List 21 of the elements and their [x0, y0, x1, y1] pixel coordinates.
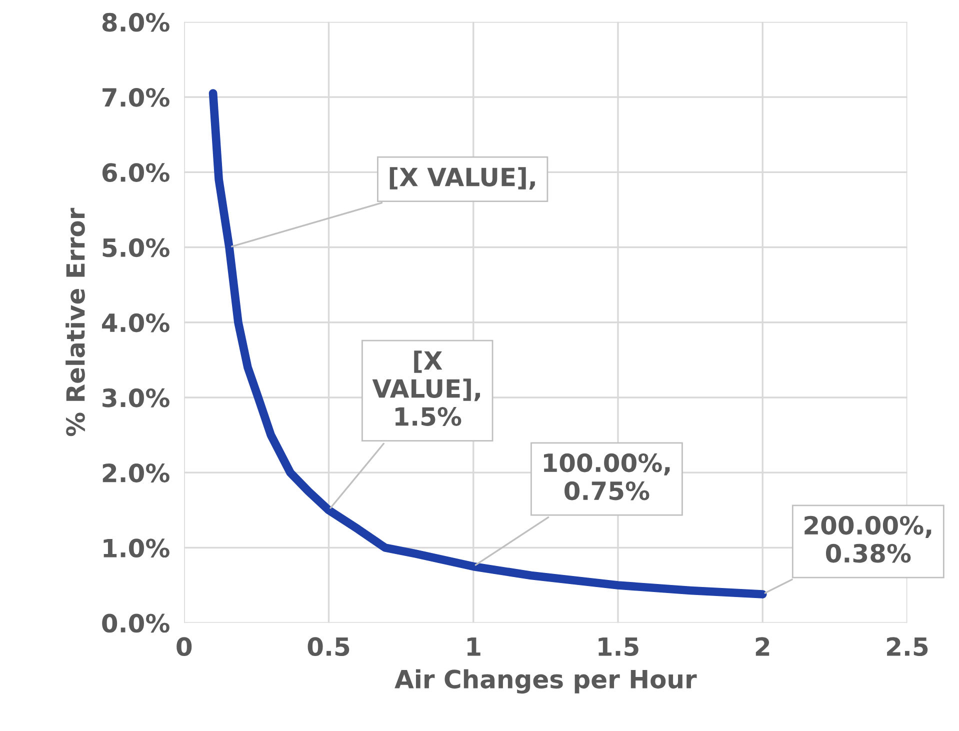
- y-axis-title: % Relative Error: [66, 208, 85, 436]
- y-tick-label: 3.0%: [102, 388, 170, 408]
- x-tick-label: 1: [467, 637, 480, 656]
- annotation: 200.00%, 0.38%: [804, 516, 932, 563]
- y-tick-label: 2.0%: [102, 464, 170, 482]
- x-tick-label: 2.5: [887, 637, 928, 656]
- annotation: [X VALUE], 1.5%: [372, 350, 480, 426]
- y-tick-label: 6.0%: [102, 163, 170, 182]
- annotation: [X VALUE],: [390, 167, 535, 190]
- y-tick-label: 1.0%: [104, 538, 170, 558]
- y-tick-label: 4.0%: [102, 313, 170, 332]
- y-tick-label: 0.0%: [102, 614, 170, 633]
- annotation: 100.00%, 0.75%: [544, 453, 670, 500]
- y-tick-label: 7.0%: [102, 88, 170, 107]
- x-tick-label: 0: [176, 637, 192, 656]
- x-tick-label: 2: [756, 637, 770, 656]
- y-tick-label: 5.0%: [102, 238, 170, 258]
- x-tick-label: 0.5: [308, 637, 350, 656]
- x-axis-title: Air Changes per Hour: [394, 669, 697, 694]
- y-tick-label: 8.0%: [102, 12, 170, 32]
- x-tick-label: 1.5: [598, 637, 638, 656]
